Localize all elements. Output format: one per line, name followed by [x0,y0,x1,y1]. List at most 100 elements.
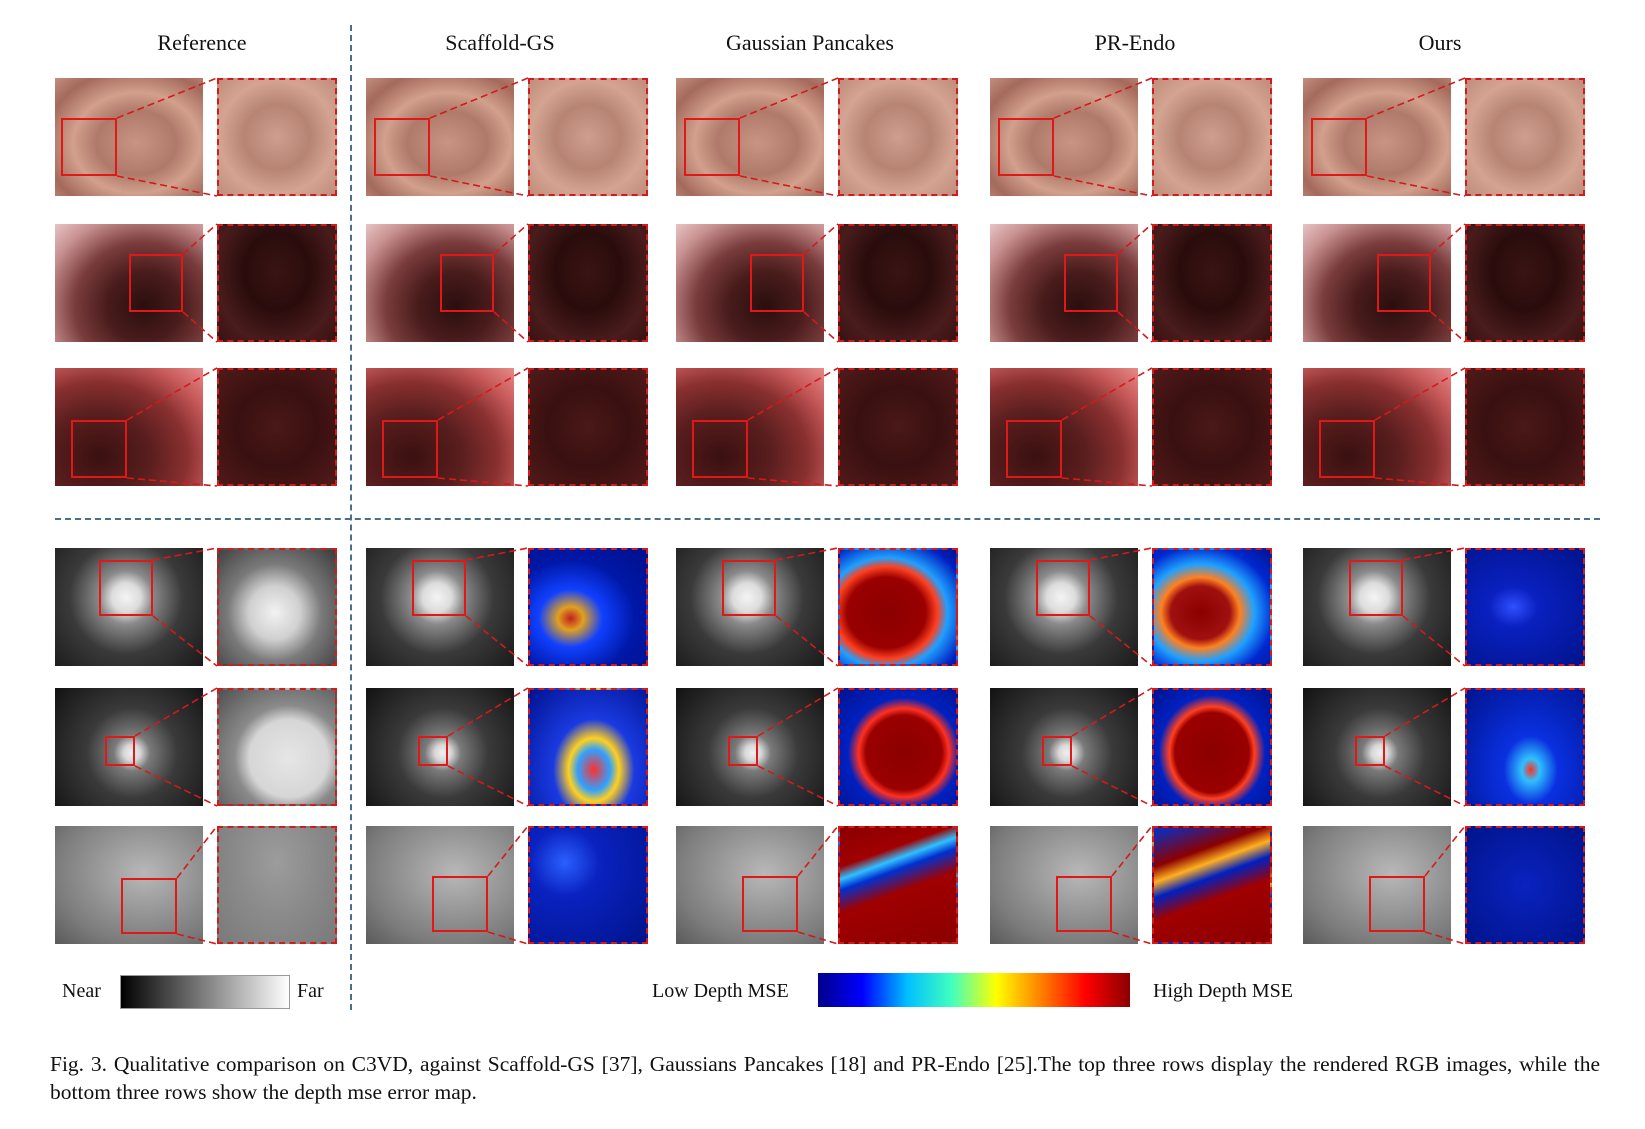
depth-error-map [838,548,958,666]
depth-render-image [366,826,514,944]
zoom-connector-line [465,615,529,667]
zoom-connector-line [1089,547,1153,561]
zoom-region-box [684,118,740,176]
zoom-connector-line [1111,931,1153,945]
legend-high-mse-label: High Depth MSE [1153,980,1293,1002]
zoom-region-box [1377,254,1431,312]
rgb-zoom-crop [217,78,337,196]
zoom-connector-line [803,311,839,343]
depth-error-map [528,688,648,806]
depth-error-map [838,826,958,944]
rgb-zoom-crop [528,368,648,486]
depth-gradient-bar [120,975,290,1009]
depth-render-image [1303,548,1451,666]
rgb-render-image [990,78,1138,196]
zoom-connector-line [182,223,218,255]
depth-render-image [1303,826,1451,944]
rgb-zoom-crop [1152,224,1272,342]
zoom-connector-line [1071,765,1153,807]
zoom-connector-line [134,765,218,807]
horizontal-divider [55,518,1600,520]
zoom-region-box [432,876,488,932]
depth-render-image [55,548,203,666]
zoom-connector-line [1384,687,1466,737]
zoom-connector-line [487,931,529,945]
rgb-zoom-crop [1152,78,1272,196]
depth-error-map [1152,688,1272,806]
zoom-connector-line [487,825,529,877]
depth-render-image [676,826,824,944]
zoom-connector-line [1384,765,1466,807]
zoom-connector-line [1061,367,1153,421]
depth-error-map [1465,688,1585,806]
zoom-connector-line [1117,311,1153,343]
zoom-connector-line [152,547,218,561]
zoom-region-box [71,420,127,478]
zoom-connector-line [1374,367,1466,421]
zoom-connector-line [126,477,218,487]
zoom-region-box [99,560,153,616]
rgb-zoom-crop [838,78,958,196]
rgb-render-image [366,368,514,486]
zoom-connector-line [1430,223,1466,255]
zoom-connector-line [1053,77,1153,119]
depth-render-image [990,548,1138,666]
zoom-region-box [382,420,438,478]
zoom-connector-line [1111,825,1153,877]
zoom-connector-line [1424,931,1466,945]
zoom-connector-line [437,367,529,421]
zoom-connector-line [116,77,218,119]
depth-zoom-crop [217,826,337,944]
rgb-render-image [1303,368,1451,486]
zoom-connector-line [797,825,839,877]
zoom-connector-line [797,931,839,945]
zoom-connector-line [1071,687,1153,737]
depth-zoom-crop [217,548,337,666]
zoom-connector-line [1366,77,1466,119]
header-scaffold-gs: Scaffold-GS [445,30,555,55]
zoom-connector-line [447,687,529,737]
zoom-region-box [1042,736,1072,766]
depth-error-map [838,688,958,806]
depth-zoom-crop [217,688,337,806]
zoom-region-box [750,254,804,312]
zoom-connector-line [152,615,218,667]
legend-low-mse-label: Low Depth MSE [652,980,789,1002]
zoom-connector-line [739,77,839,119]
rgb-zoom-crop [217,224,337,342]
zoom-region-box [121,878,177,934]
zoom-region-box [129,254,183,312]
zoom-region-box [742,876,798,932]
rgb-render-image [990,368,1138,486]
zoom-region-box [418,736,448,766]
zoom-region-box [1056,876,1112,932]
zoom-connector-line [739,175,839,197]
depth-render-image [55,826,203,944]
zoom-connector-line [1061,477,1153,487]
depth-error-map [1152,826,1272,944]
zoom-region-box [722,560,776,616]
legend-near-label: Near [62,980,101,1002]
zoom-connector-line [447,765,529,807]
zoom-region-box [1349,560,1403,616]
zoom-connector-line [803,223,839,255]
depth-error-map [1465,826,1585,944]
legend-far-label: Far [297,980,324,1002]
depth-render-image [366,548,514,666]
zoom-region-box [1006,420,1062,478]
depth-render-image [676,548,824,666]
rgb-render-image [55,78,203,196]
rgb-render-image [1303,78,1451,196]
vertical-divider [350,25,352,1010]
zoom-connector-line [747,477,839,487]
zoom-connector-line [182,311,218,343]
zoom-region-box [1064,254,1118,312]
zoom-connector-line [775,547,839,561]
header-reference: Reference [157,30,247,55]
zoom-region-box [728,736,758,766]
zoom-region-box [998,118,1054,176]
zoom-region-box [440,254,494,312]
rgb-zoom-crop [1465,78,1585,196]
rgb-zoom-crop [838,368,958,486]
rgb-zoom-crop [1465,368,1585,486]
